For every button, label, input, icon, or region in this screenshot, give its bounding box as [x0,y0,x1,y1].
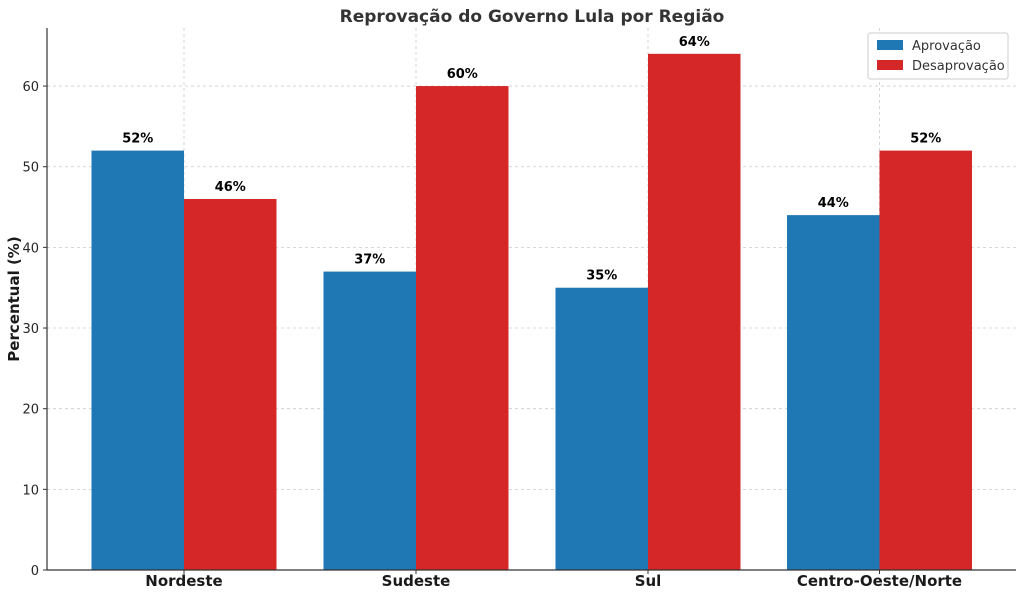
y-tick-label: 50 [22,161,39,176]
y-tick-label: 20 [22,403,39,418]
data-label: 35% [586,269,617,284]
y-tick-label: 40 [22,241,39,256]
y-tick-label: 10 [22,483,39,498]
data-label: 37% [354,253,385,268]
y-axis-label: Percentual (%) [5,236,23,361]
bar-aprovao-centrooestenorte [787,215,880,570]
data-label: 52% [122,132,153,147]
data-label: 52% [910,132,941,147]
bars [91,53,972,571]
bar-desaprovao-sul [648,53,741,571]
data-label: 44% [818,196,849,211]
y-tick-label: 30 [22,322,39,337]
data-label: 64% [679,35,710,50]
legend-label-aprovacao: Aprovação [912,39,981,54]
data-label: 46% [215,180,246,195]
bar-desaprovao-nordeste [184,198,277,570]
legend-label-desaprovacao: Desaprovação [912,59,1005,74]
legend-swatch-aprovacao [877,40,903,50]
data-label: 60% [447,67,478,82]
bar-aprovao-nordeste [91,150,184,570]
legend-swatch-desaprovacao [877,60,903,70]
chart-title: Reprovação do Governo Lula por Região [340,7,725,27]
y-tick-label: 0 [31,564,39,579]
bar-aprovao-sudeste [323,271,416,570]
axes: 0 10 20 30 40 50 60 Nordeste Sudeste Sul Centro-Oe… [22,28,1016,590]
bar-desaprovao-sudeste [416,86,509,571]
x-tick-label: Nordeste [145,572,222,590]
x-tick-label: Sul [635,572,662,590]
bar-aprovao-sul [555,287,648,570]
legend: Aprovação Desaprovação [867,32,1009,80]
bar-desaprovao-centrooestenorte [879,150,972,570]
y-tick-label: 60 [22,80,39,95]
x-tick-label: Centro-Oeste/Norte [797,572,962,590]
x-tick-label: Sudeste [382,572,451,590]
data-labels: 52% 37% 35% 44% 46% 60% 64% 52% [122,35,941,284]
